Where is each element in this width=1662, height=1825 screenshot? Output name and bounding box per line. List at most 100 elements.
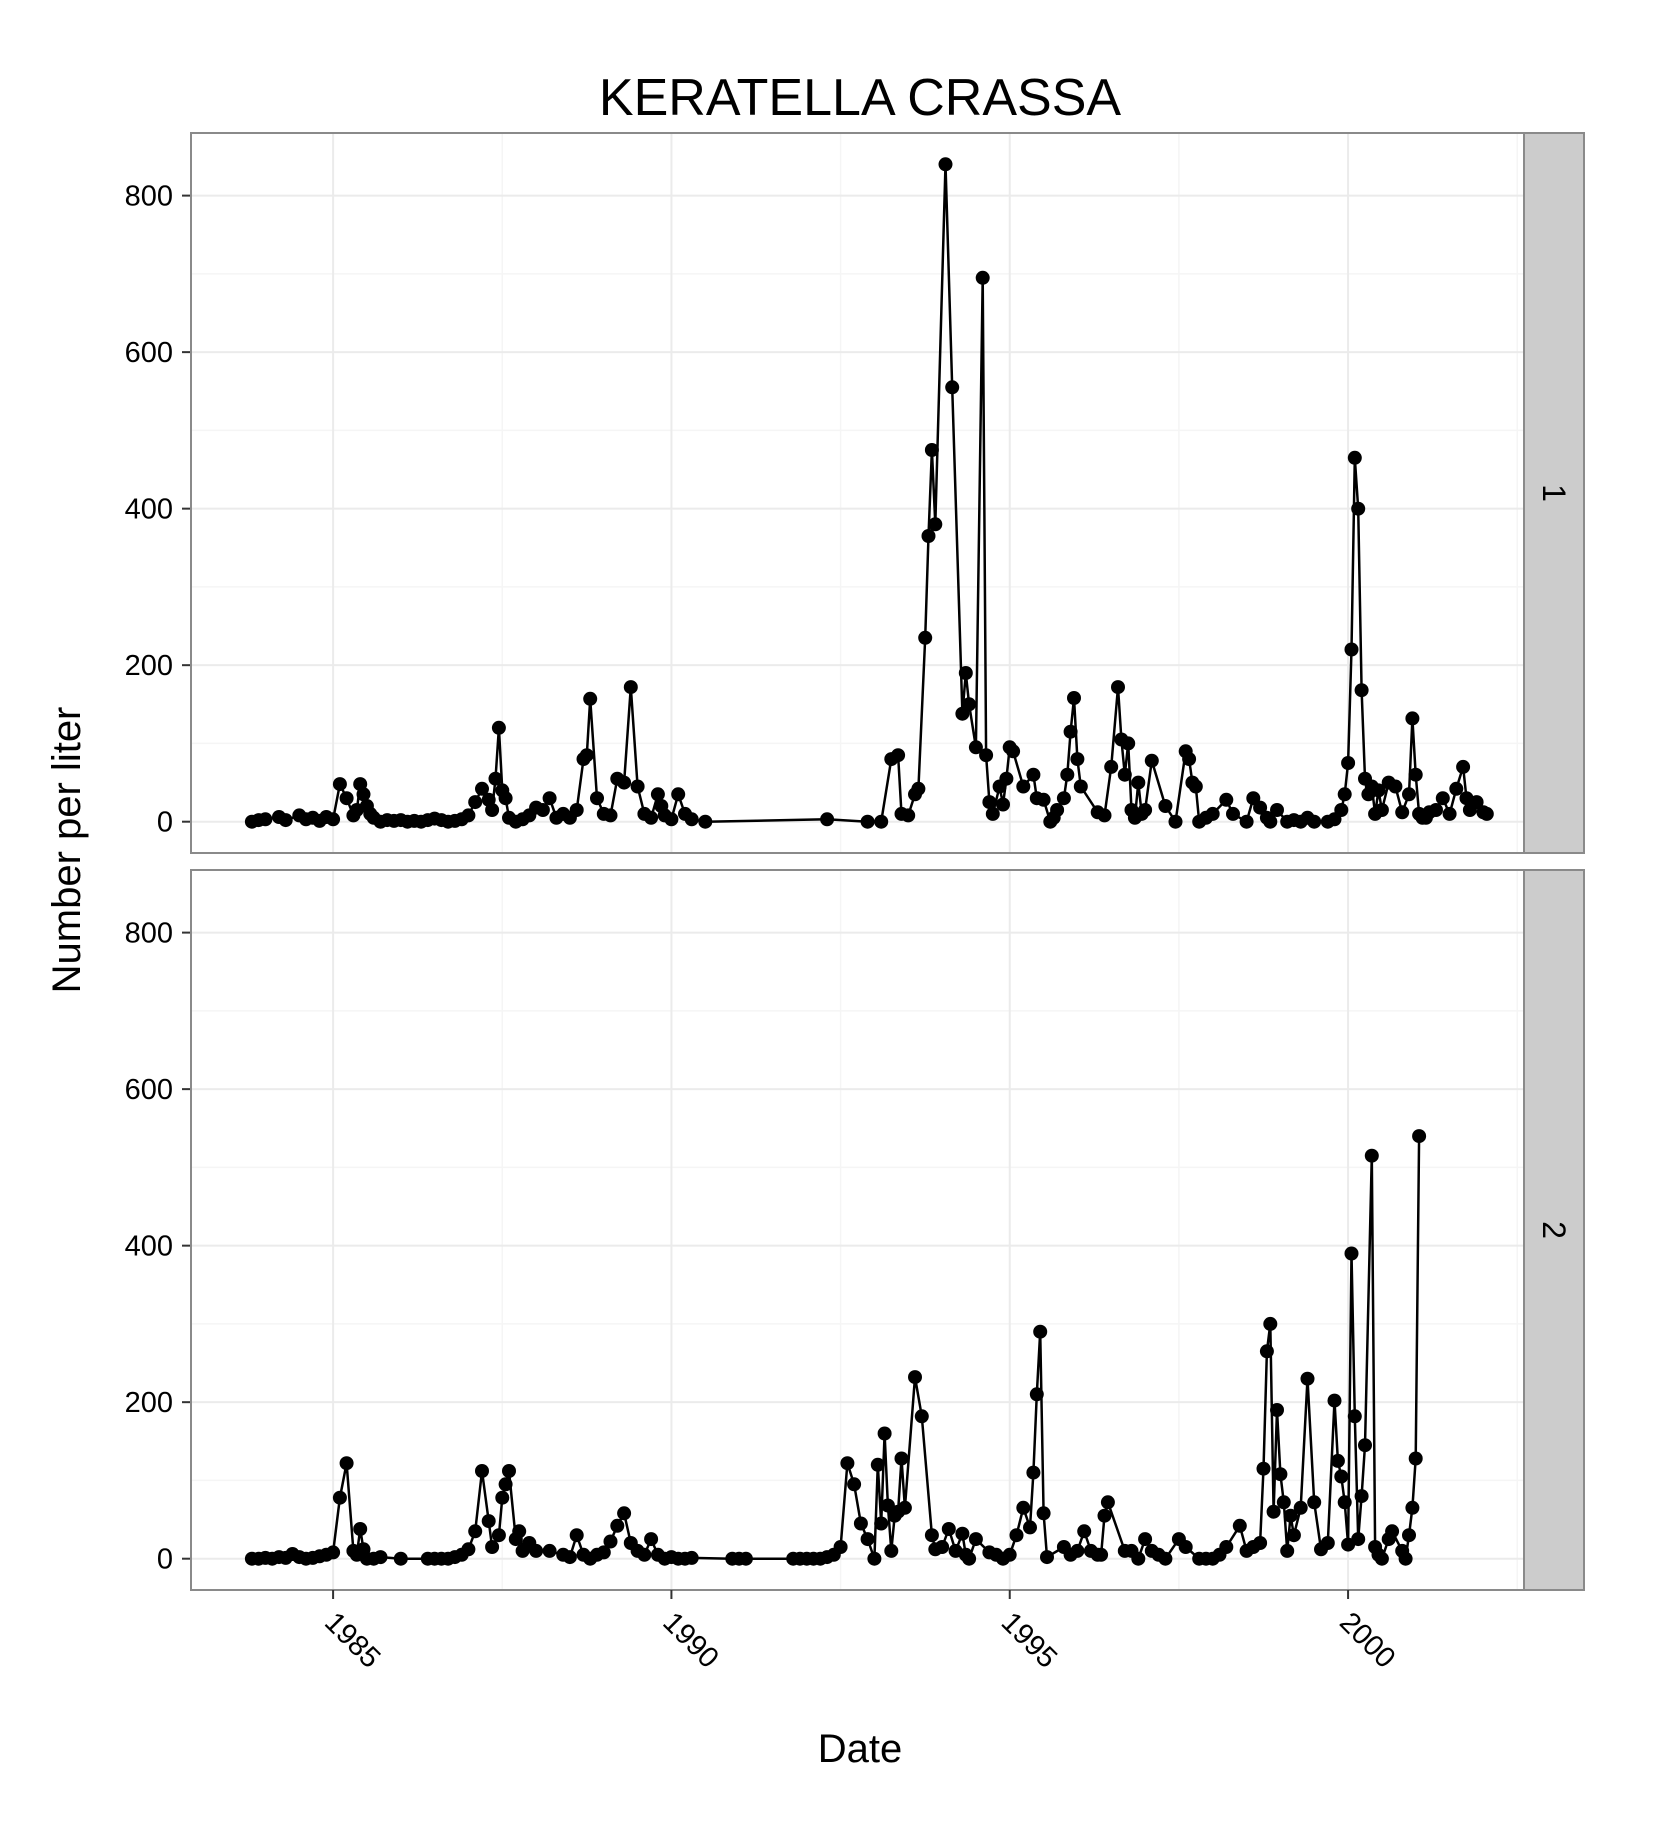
data-point — [1351, 1532, 1366, 1547]
data-point — [1168, 814, 1183, 829]
data-point — [326, 1545, 341, 1560]
data-point — [1320, 1536, 1335, 1550]
data-point — [684, 1550, 699, 1565]
data-point — [1442, 806, 1457, 821]
data-point — [671, 787, 686, 802]
data-point — [1006, 744, 1021, 759]
y-tick-label: 200 — [125, 650, 173, 682]
data-point — [475, 1464, 489, 1478]
data-point — [603, 1534, 618, 1549]
facet-panels: 0 200 400 600 800 1 0 200 400 600 800 2 — [125, 132, 1585, 1591]
data-point — [393, 1551, 408, 1566]
data-point — [630, 779, 645, 794]
data-point — [1263, 1316, 1278, 1331]
data-point — [833, 1540, 848, 1554]
data-point — [1266, 1504, 1281, 1519]
data-point — [1429, 803, 1443, 817]
data-point — [1307, 1495, 1322, 1510]
data-point — [847, 1477, 862, 1492]
data-point — [911, 781, 926, 796]
data-point — [535, 803, 550, 817]
data-point — [1050, 803, 1065, 817]
data-point — [924, 443, 939, 457]
y-tick-label: 200 — [125, 1387, 173, 1419]
data-point — [1219, 792, 1234, 807]
data-point — [617, 1506, 632, 1521]
data-point — [1402, 1528, 1416, 1543]
data-point — [498, 1477, 513, 1492]
data-point — [326, 812, 341, 827]
data-point — [495, 1490, 510, 1505]
data-point — [1385, 1524, 1400, 1539]
data-point — [924, 1528, 939, 1543]
data-point — [874, 1516, 889, 1531]
data-point — [1270, 803, 1284, 817]
data-point — [491, 1528, 506, 1543]
data-point — [1374, 1551, 1389, 1566]
data-point — [820, 812, 835, 827]
y-axis-title: Number per liter — [45, 707, 89, 994]
data-point — [498, 791, 513, 806]
data-point — [884, 1543, 899, 1558]
data-point — [1456, 759, 1471, 774]
data-point — [1337, 1495, 1352, 1510]
data-point — [1026, 767, 1041, 782]
data-point — [1036, 1506, 1051, 1521]
data-point — [891, 748, 906, 763]
data-point — [1347, 450, 1362, 465]
data-point — [1347, 1409, 1362, 1424]
y-tick-label: 600 — [125, 1074, 173, 1106]
data-point — [1077, 1524, 1092, 1539]
data-point — [332, 1490, 347, 1505]
data-point — [958, 666, 973, 680]
data-point — [968, 740, 983, 755]
data-point — [258, 812, 273, 827]
data-point — [1131, 1551, 1146, 1566]
data-point — [938, 157, 953, 172]
data-point — [1023, 1520, 1037, 1535]
data-point — [962, 1551, 977, 1566]
data-point — [1371, 783, 1386, 798]
data-point — [914, 1409, 929, 1424]
data-point — [1029, 1387, 1044, 1402]
data-point — [1300, 1371, 1315, 1386]
data-point — [1374, 803, 1389, 817]
facet-strip — [1523, 132, 1585, 854]
data-point — [373, 1550, 388, 1565]
data-point — [1307, 814, 1322, 829]
data-point — [644, 810, 659, 825]
data-point — [529, 1543, 544, 1558]
data-point — [968, 1532, 983, 1547]
data-point — [610, 1518, 625, 1533]
data-point — [1412, 1129, 1427, 1144]
data-point — [874, 814, 889, 829]
data-point — [738, 1551, 753, 1566]
data-point — [1358, 1438, 1372, 1453]
data-point — [1337, 787, 1352, 802]
data-point — [979, 748, 994, 763]
y-tick-label: 800 — [125, 181, 173, 213]
data-point — [1398, 1551, 1413, 1566]
data-point — [1334, 803, 1349, 817]
data-point — [921, 529, 936, 543]
data-point — [1354, 1489, 1369, 1504]
data-point — [1144, 753, 1159, 768]
data-point — [1283, 1508, 1298, 1523]
data-point — [1435, 791, 1450, 806]
data-point — [562, 1550, 577, 1565]
data-point — [339, 791, 354, 806]
data-point — [461, 808, 476, 823]
data-point — [1070, 1543, 1085, 1558]
data-point — [1097, 808, 1112, 823]
data-point — [1280, 1543, 1295, 1558]
data-point — [860, 1532, 875, 1547]
y-tick-label: 400 — [125, 1231, 173, 1263]
data-point — [332, 777, 347, 792]
data-point — [1286, 1528, 1301, 1543]
facet-strip-label: 1 — [1536, 484, 1572, 502]
data-point — [1253, 1536, 1268, 1550]
data-point — [918, 630, 933, 645]
data-point — [955, 1526, 970, 1541]
